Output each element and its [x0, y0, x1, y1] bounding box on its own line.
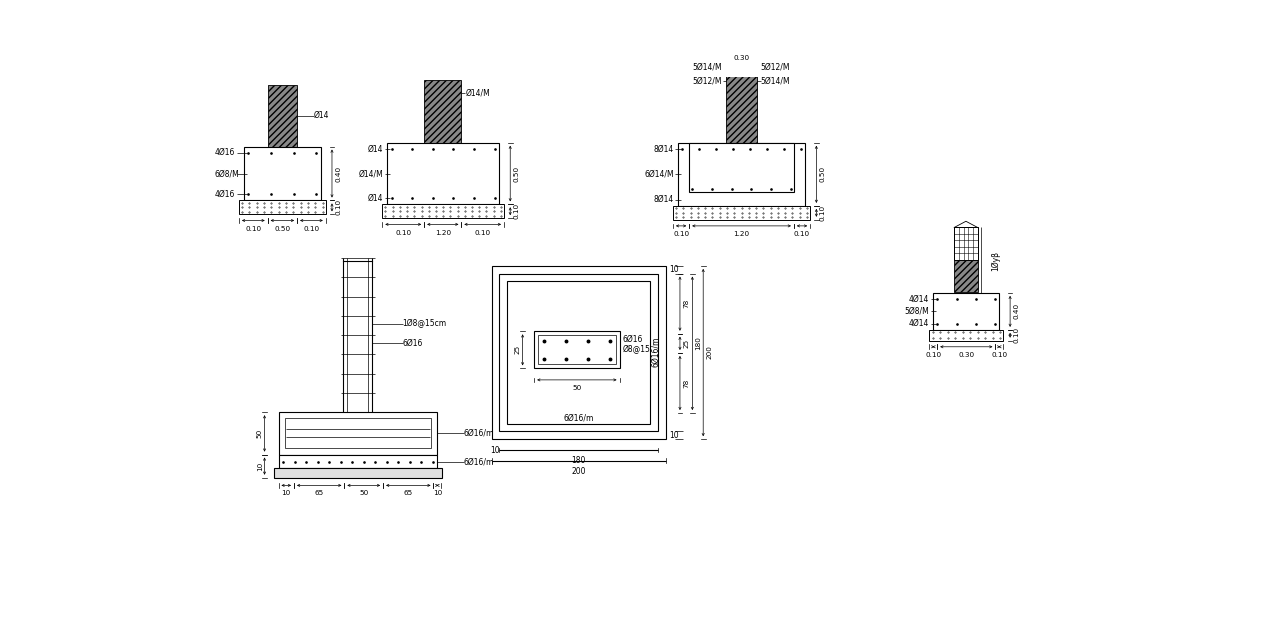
Text: 1Ø8@15cm: 1Ø8@15cm	[403, 319, 447, 328]
Bar	[267, 85, 296, 147]
Bar	[274, 468, 442, 478]
Bar	[243, 147, 321, 200]
Text: 5Ø14/M: 5Ø14/M	[760, 77, 791, 86]
Bar	[279, 455, 437, 468]
Text: 0.40: 0.40	[334, 166, 341, 182]
Text: 200: 200	[571, 467, 585, 476]
Text: 0.10: 0.10	[820, 205, 825, 221]
Text: Ø8@15: Ø8@15	[622, 345, 650, 354]
Text: 50: 50	[359, 490, 369, 496]
Text: 6Ø16/m: 6Ø16/m	[651, 337, 660, 367]
Text: 4Ø14: 4Ø14	[910, 294, 930, 303]
Bar	[673, 206, 810, 220]
Bar	[535, 332, 620, 368]
Text: 4Ø16: 4Ø16	[214, 148, 234, 157]
Text: Ø14: Ø14	[314, 111, 329, 120]
Text: 65: 65	[404, 490, 413, 496]
Bar	[934, 293, 1000, 330]
Text: 5Ø14/M: 5Ø14/M	[692, 62, 722, 71]
Text: 25: 25	[514, 345, 521, 354]
Text: 6Ø16: 6Ø16	[403, 339, 423, 347]
Text: 0.30: 0.30	[734, 55, 749, 61]
Text: 1.20: 1.20	[435, 230, 451, 236]
Bar	[499, 274, 659, 431]
Bar	[386, 143, 499, 204]
Text: 6Ø8/M: 6Ø8/M	[214, 169, 239, 178]
Bar	[930, 330, 1003, 341]
Text: 50: 50	[573, 384, 582, 390]
Text: 180: 180	[571, 456, 585, 465]
Text: 25: 25	[683, 339, 689, 348]
Text: 0.10: 0.10	[395, 230, 412, 236]
Bar	[538, 336, 616, 365]
Text: 5Ø8/M: 5Ø8/M	[905, 307, 930, 316]
Bar	[678, 143, 806, 206]
Text: 4Ø14: 4Ø14	[910, 319, 930, 328]
Text: 10: 10	[669, 431, 679, 440]
Text: 0.10: 0.10	[794, 231, 810, 237]
Text: 0.50: 0.50	[275, 226, 290, 232]
Text: 180: 180	[696, 336, 702, 350]
Text: 0.10: 0.10	[1014, 327, 1019, 343]
Text: 6Ø16: 6Ø16	[622, 335, 642, 344]
Bar	[279, 412, 437, 455]
Text: 0.10: 0.10	[513, 204, 519, 220]
Text: 50: 50	[257, 429, 262, 438]
Text: 6Ø14/M: 6Ø14/M	[644, 170, 674, 179]
Bar	[285, 419, 431, 448]
Bar	[239, 200, 326, 214]
Bar	[726, 58, 756, 143]
Text: 78: 78	[683, 378, 689, 388]
Text: Ø14: Ø14	[367, 144, 383, 153]
Text: Ø14/M: Ø14/M	[359, 169, 383, 178]
Text: 5Ø12/M: 5Ø12/M	[692, 77, 722, 86]
Bar	[689, 143, 794, 192]
Text: 4Ø16: 4Ø16	[214, 190, 234, 199]
Bar	[383, 204, 504, 218]
Text: 0.50: 0.50	[513, 166, 519, 182]
Text: 8Ø14: 8Ø14	[654, 144, 674, 153]
Bar	[954, 227, 978, 260]
Text: 0.10: 0.10	[991, 352, 1007, 358]
Text: 8Ø14: 8Ø14	[654, 195, 674, 204]
Text: 6Ø16/m: 6Ø16/m	[564, 413, 594, 422]
Text: 6Ø16/m: 6Ø16/m	[464, 457, 494, 466]
Text: 0.10: 0.10	[303, 226, 319, 232]
Text: Ø14: Ø14	[367, 194, 383, 203]
Text: 0.10: 0.10	[673, 231, 689, 237]
Text: 6Ø16/m: 6Ø16/m	[464, 428, 494, 437]
Text: 0.40: 0.40	[1014, 303, 1019, 319]
Text: 200: 200	[706, 346, 712, 359]
Text: 0.10: 0.10	[925, 352, 941, 358]
Text: 10: 10	[433, 490, 442, 496]
Bar	[492, 266, 666, 439]
Text: 5Ø12/M: 5Ø12/M	[760, 62, 791, 71]
Text: 10: 10	[669, 265, 679, 274]
Text: 78: 78	[683, 299, 689, 308]
Bar	[424, 80, 461, 143]
Text: 10: 10	[490, 446, 500, 455]
Text: 0.50: 0.50	[820, 166, 825, 182]
Bar	[954, 260, 978, 292]
Text: 0.10: 0.10	[475, 230, 490, 236]
Text: 10: 10	[257, 462, 262, 471]
Text: 1.20: 1.20	[734, 231, 750, 237]
Text: 1Øyβ: 1Øyβ	[992, 251, 1001, 270]
Bar	[507, 281, 650, 424]
Text: Ø14/M: Ø14/M	[465, 89, 490, 98]
Text: 10: 10	[281, 490, 291, 496]
Text: 0.30: 0.30	[958, 352, 974, 358]
Text: 65: 65	[314, 490, 324, 496]
Text: 0.10: 0.10	[246, 226, 261, 232]
Text: 0.10: 0.10	[334, 200, 341, 216]
